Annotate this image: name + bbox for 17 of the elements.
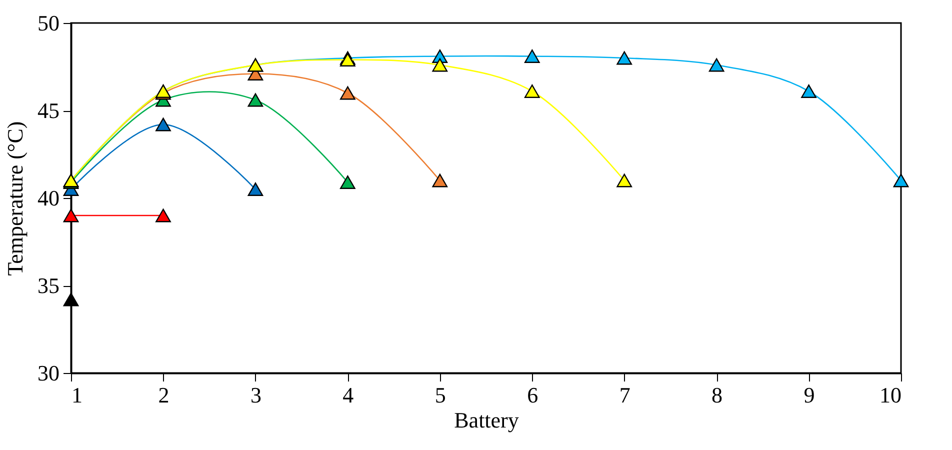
x-tick-label: 8	[712, 382, 723, 408]
x-tick-label: 4	[342, 382, 354, 408]
x-tick-label: 1	[72, 382, 82, 408]
y-tick-label: 50	[38, 10, 60, 36]
x-tick-label: 5	[434, 382, 446, 408]
y-axis-title: Temperature (°C)	[2, 121, 28, 276]
x-tick-label: 10	[880, 382, 902, 408]
y-tick-label: 40	[38, 186, 60, 210]
y-tick-label: 30	[38, 360, 60, 386]
x-tick-label: 6	[527, 382, 538, 408]
y-tick-label: 45	[38, 98, 60, 123]
x-tick-label: 2	[158, 382, 170, 408]
x-tick-label: 7	[619, 382, 630, 408]
x-tick-label: 3	[250, 382, 262, 408]
x-axis-title: Battery	[454, 408, 519, 432]
y-tick-label: 35	[38, 273, 60, 298]
x-tick-label: 9	[804, 382, 815, 408]
